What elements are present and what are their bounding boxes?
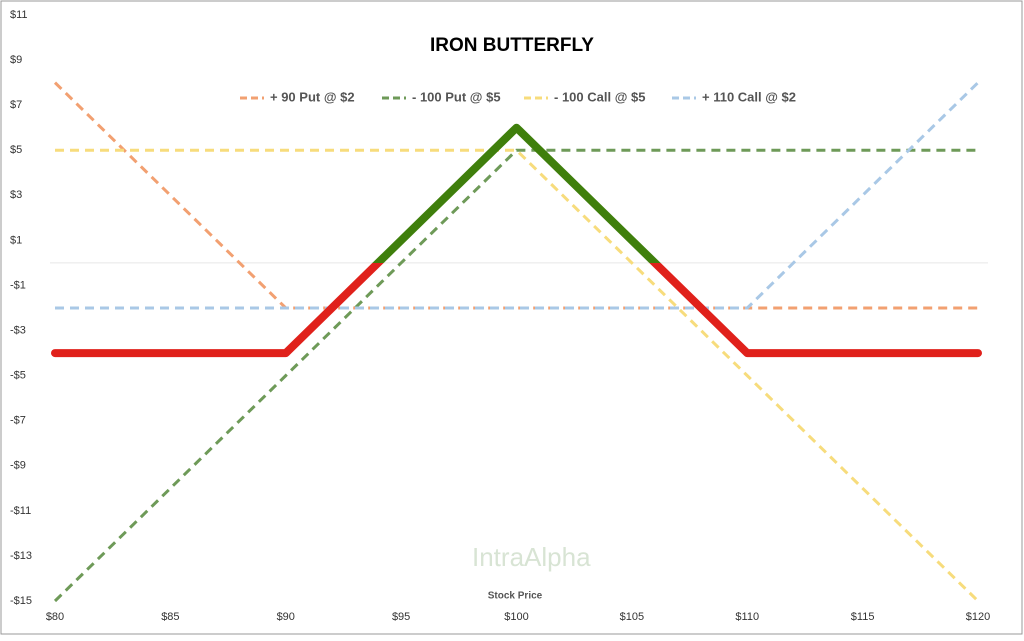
- watermark: IntraAlpha: [472, 542, 591, 572]
- y-tick-label: -$13: [10, 550, 32, 562]
- y-tick-label: -$11: [10, 505, 31, 517]
- x-axis-label: Stock Price: [488, 591, 543, 602]
- y-tick-label: $9: [10, 54, 22, 66]
- x-tick-label: $115: [851, 611, 875, 623]
- y-tick-label: $7: [10, 99, 22, 111]
- y-tick-label: -$3: [10, 324, 26, 336]
- legend-label: - 100 Call @ $5: [554, 89, 645, 104]
- y-tick-label: -$15: [10, 595, 32, 607]
- series-line: [53, 148, 978, 603]
- x-tick-label: $95: [392, 611, 410, 623]
- x-tick-label: $85: [161, 611, 179, 623]
- y-tick-label: -$5: [10, 370, 26, 382]
- y-tick-label: $1: [10, 234, 22, 246]
- y-tick-label: -$1: [10, 279, 26, 291]
- y-tick-label: $11: [10, 9, 28, 21]
- series-line: [53, 81, 978, 310]
- series-line: [55, 81, 980, 310]
- x-tick-label: $105: [620, 611, 644, 623]
- legend-label: + 90 Put @ $2: [270, 89, 355, 104]
- y-tick-label: $3: [10, 189, 22, 201]
- x-tick-label: $110: [735, 611, 759, 623]
- legend-label: + 110 Call @ $2: [702, 89, 796, 104]
- y-tick-label: $5: [10, 144, 22, 156]
- x-tick-label: $80: [46, 611, 64, 623]
- x-tick-label: $100: [504, 611, 528, 623]
- y-tick-label: -$9: [10, 460, 26, 472]
- legend-label: - 100 Put @ $5: [412, 89, 501, 104]
- x-tick-label: $90: [277, 611, 295, 623]
- series-line: [55, 148, 980, 603]
- x-tick-label: $120: [966, 611, 990, 623]
- chart-title: IRON BUTTERFLY: [430, 35, 594, 56]
- payoff-line: [51, 123, 982, 358]
- y-tick-label: -$7: [10, 415, 26, 427]
